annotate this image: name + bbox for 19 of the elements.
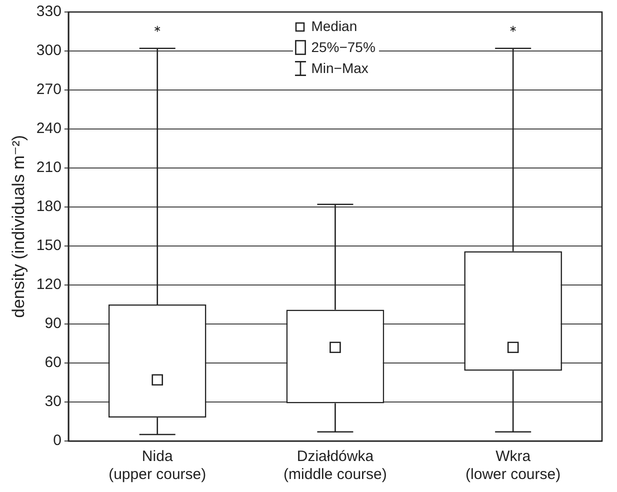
y-tick-label: 120 (36, 276, 62, 294)
y-tick-label: 60 (44, 354, 62, 372)
annotation: Min−Max (311, 59, 368, 78)
annotation: 25%−75% (311, 38, 376, 57)
y-tick-label: 270 (36, 81, 62, 98)
y-tick-label: 210 (36, 159, 62, 176)
x-tick-label: Nida (upper course) (108, 448, 206, 484)
y-tick-label: 30 (44, 393, 62, 410)
y-tick-label: 90 (44, 315, 62, 332)
y-tick-label: 150 (36, 237, 62, 254)
y-tick-label: 240 (36, 120, 62, 138)
y-tick-label: 0 (53, 432, 62, 450)
annotation: Median (311, 17, 358, 36)
x-tick-label: Działdówka (middle course) (284, 448, 387, 484)
y-axis-title: density (individuals m⁻²) (8, 135, 28, 318)
y-tick-label: 300 (36, 42, 62, 60)
y-tick-label: 330 (36, 3, 62, 20)
x-tick-label: Wkra (lower course) (466, 448, 561, 484)
y-tick-label: 180 (36, 198, 62, 216)
